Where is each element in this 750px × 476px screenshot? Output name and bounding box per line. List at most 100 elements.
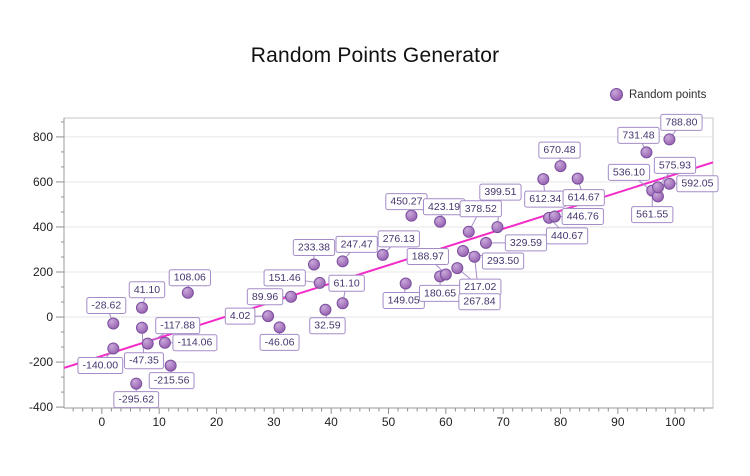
data-point[interactable] [451,262,464,275]
y-axis-label: 200 [33,265,53,279]
data-point[interactable] [135,321,148,334]
point-label-text: -46.06 [265,336,295,348]
data-point[interactable] [336,297,349,310]
point-label-text: 575.93 [659,159,691,171]
point-label-text: -47.35 [129,355,159,367]
point-label-text: 267.84 [463,296,495,308]
data-point[interactable] [107,317,120,330]
point-label-text: 247.47 [341,238,373,250]
y-axis-label: 600 [33,175,53,189]
point-label-box [128,281,166,299]
data-point[interactable] [135,301,148,314]
point-label-box [561,207,604,225]
point-label-box [292,238,336,256]
point-label-text: 188.97 [412,250,444,262]
point-label-text: 440.67 [551,230,583,242]
x-axis-label: 20 [210,415,224,429]
point-label-text: 561.55 [636,209,668,221]
data-point[interactable] [457,244,470,257]
point-label-box [676,175,719,193]
point-label-text: 423.19 [428,201,460,213]
data-point[interactable] [336,255,349,268]
point-label-text: -215.56 [154,375,190,387]
point-label-text: 536.10 [613,166,645,178]
point-label-text: 788.80 [665,116,697,128]
data-point[interactable] [491,221,504,234]
point-label-text: 32.59 [314,320,340,332]
data-point[interactable] [141,337,154,350]
data-point[interactable] [640,146,653,159]
point-label-text: 276.13 [383,233,415,245]
x-axis-label: 30 [267,415,281,429]
data-point[interactable] [439,268,452,281]
data-point[interactable] [537,173,550,186]
point-label-text: 151.46 [269,272,301,284]
legend-item-random-points[interactable]: Random points [610,88,706,101]
point-label-text: 378.52 [465,203,497,215]
data-point[interactable] [663,177,676,190]
point-label-text: 592.05 [681,178,713,190]
data-point[interactable] [434,215,447,228]
point-label-box [113,391,160,409]
x-axis-label: 0 [98,415,105,429]
point-label-text: -114.06 [177,337,212,349]
data-point[interactable] [285,290,298,303]
point-label-text: -295.62 [118,394,154,406]
point-label-text: 217.02 [464,281,496,293]
point-label-text: 399.51 [484,186,516,198]
x-axis-label: 60 [439,415,453,429]
point-label-box [562,189,605,207]
point-label-box [168,269,211,287]
point-label-text: 731.48 [622,129,654,141]
data-point[interactable] [663,133,676,146]
data-point[interactable] [130,377,143,390]
data-point[interactable] [462,225,475,238]
data-point[interactable] [107,342,120,355]
data-point[interactable] [548,210,561,223]
x-axis-label: 40 [324,415,338,429]
data-point[interactable] [405,209,418,222]
point-label-box [263,269,306,287]
data-point[interactable] [158,336,171,349]
data-point[interactable] [164,359,177,372]
data-point[interactable] [479,236,492,249]
point-label-text: 293.50 [487,255,519,267]
data-point[interactable] [313,276,326,289]
data-point[interactable] [376,248,389,261]
point-label-box [377,230,420,248]
point-label-box [653,156,697,174]
data-point[interactable] [262,310,275,323]
x-axis-label: 70 [496,415,510,429]
point-label-box [607,163,651,181]
x-axis-label: 90 [611,415,625,429]
point-label-box [660,113,703,131]
data-point[interactable] [307,258,320,271]
point-label-text: 180.65 [424,287,456,299]
data-point[interactable] [399,277,412,290]
point-label-text: 41.10 [134,284,160,296]
y-axis-label: 400 [33,220,53,234]
y-axis-label: 0 [46,310,53,324]
data-point[interactable] [468,250,481,263]
point-label-text: 612.34 [529,193,561,205]
data-point[interactable] [571,172,584,185]
data-point[interactable] [181,286,194,299]
point-label-box [246,288,284,306]
point-label-box [406,247,449,265]
data-point[interactable] [651,181,664,194]
point-label-text: -140.00 [82,360,118,372]
data-point[interactable] [554,160,567,173]
data-point[interactable] [273,321,286,334]
point-label-text: -117.88 [160,320,195,332]
point-label-box [309,317,346,335]
point-label-text: 108.06 [174,272,206,284]
point-label-text: 61.10 [333,277,359,289]
point-label-box [77,357,124,375]
point-label-text: -28.62 [91,299,121,311]
data-point[interactable] [319,303,332,316]
point-label-box [459,200,502,218]
point-label-box [124,352,164,370]
point-label-text: 614.67 [568,192,600,204]
